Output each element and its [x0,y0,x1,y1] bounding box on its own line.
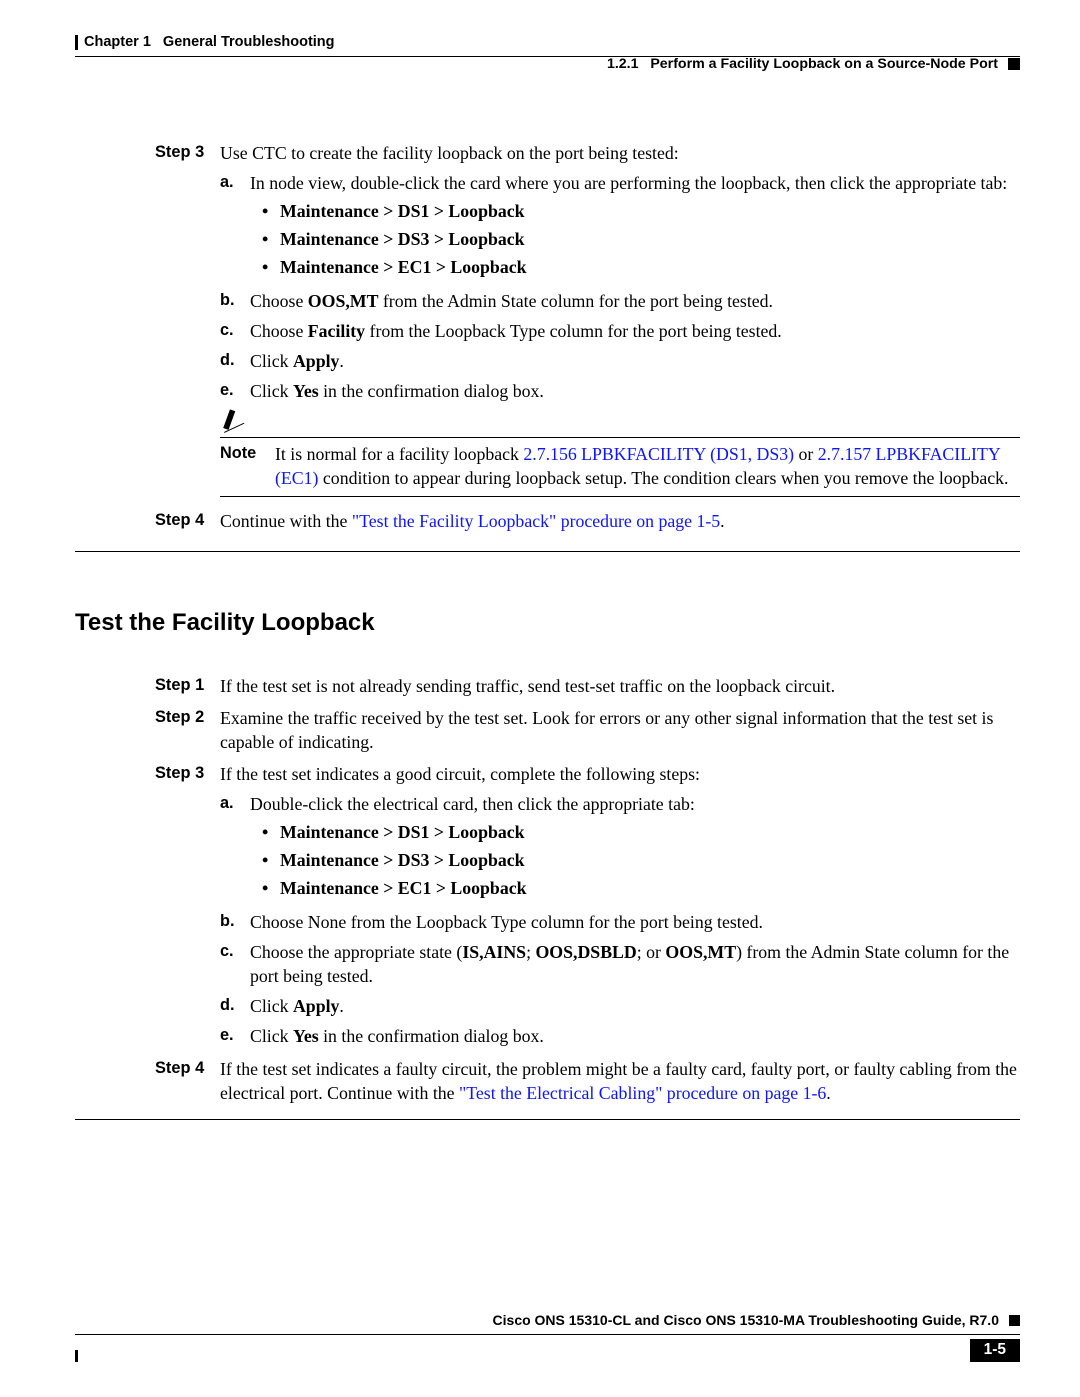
section-title: Perform a Facility Loopback on a Source-… [650,56,998,72]
bullet-item: Maintenance > DS1 > Loopback [280,820,1020,844]
step-row: Step 4 If the test set indicates a fault… [155,1057,1020,1105]
sub-text: Choose the appropriate state (IS,AINS; O… [250,940,1020,988]
sub-text: Double-click the electrical card, then c… [250,794,695,814]
section-line: 1.2.1 Perform a Facility Loopback on a S… [75,57,1020,71]
sub-text: Choose None from the Loopback Type colum… [250,910,1020,934]
sub-label: b. [220,910,250,934]
step3-intro: Use CTC to create the facility loopback … [220,143,679,163]
footer-guide-title: Cisco ONS 15310-CL and Cisco ONS 15310-M… [493,1311,999,1330]
sub-label: d. [220,349,250,373]
step-body: If the test set is not already sending t… [220,674,1020,698]
bullet-item: Maintenance > EC1 > Loopback [280,876,1020,900]
note-label: Note [220,442,275,490]
bullet-list: Maintenance > DS1 > Loopback Maintenance… [250,820,1020,900]
step-label: Step 1 [155,674,220,698]
section-num: 1.2.1 [607,56,639,72]
bullet-item: Maintenance > DS3 > Loopback [280,848,1020,872]
bullet-item: Maintenance > DS3 > Loopback [280,227,1020,251]
chapter-title: General Troubleshooting [163,34,335,50]
note-body: It is normal for a facility loopback 2.7… [275,442,1020,490]
step-row: Step 4 Continue with the "Test the Facil… [155,509,1020,533]
sub-text: Choose Facility from the Loopback Type c… [250,319,1020,343]
link[interactable]: 2.7.156 LPBKFACILITY (DS1, DS3) [523,444,794,464]
sub-label: e. [220,379,250,403]
sub-label: e. [220,1024,250,1048]
bullet-item: Maintenance > DS1 > Loopback [280,199,1020,223]
sub-text: Click Yes in the confirmation dialog box… [250,1024,1020,1048]
step-body: If the test set indicates a faulty circu… [220,1057,1020,1105]
page-header: Chapter 1 General Troubleshooting 1.2.1 … [75,35,1020,71]
sub-label: c. [220,940,250,988]
sub-text: Click Apply. [250,349,1020,373]
step-body: Continue with the "Test the Facility Loo… [220,509,1020,533]
bullet-list: Maintenance > DS1 > Loopback Maintenance… [250,199,1020,279]
header-square-icon [1008,58,1020,70]
step-label: Step 3 [155,762,220,1048]
step-body: Use CTC to create the facility loopback … [220,141,1020,501]
step-row: Step 1 If the test set is not already se… [155,674,1020,698]
sub-text: Click Yes in the confirmation dialog box… [250,379,1020,403]
sub-text: Click Apply. [250,994,1020,1018]
step-label: Step 2 [155,706,220,754]
sub-text: Choose OOS,MT from the Admin State colum… [250,289,1020,313]
step-label: Step 3 [155,141,220,501]
sub-label: b. [220,289,250,313]
link[interactable]: "Test the Electrical Cabling" procedure … [459,1083,826,1103]
chapter-line: Chapter 1 General Troubleshooting [75,35,1020,50]
step-row: Step 2 Examine the traffic received by t… [155,706,1020,754]
sub-label: a. [220,171,250,283]
page-number: 1-5 [970,1339,1020,1362]
sub-label: d. [220,994,250,1018]
step-row: Step 3 If the test set indicates a good … [155,762,1020,1048]
sub-label: a. [220,792,250,904]
step-label: Step 4 [155,1057,220,1105]
step-body: Examine the traffic received by the test… [220,706,1020,754]
link[interactable]: "Test the Facility Loopback" procedure o… [352,511,720,531]
step-body: If the test set indicates a good circuit… [220,762,1020,1048]
note-block: Note It is normal for a facility loopbac… [220,407,1020,497]
page-footer: Cisco ONS 15310-CL and Cisco ONS 15310-M… [75,1311,1020,1362]
bullet-item: Maintenance > EC1 > Loopback [280,255,1020,279]
sub-label: c. [220,319,250,343]
footer-square-icon [1009,1315,1020,1326]
step-label: Step 4 [155,509,220,533]
section-heading: Test the Facility Loopback [75,607,1020,639]
footer-left-tick-icon [75,1350,78,1362]
chapter-label: Chapter 1 [84,34,151,50]
step-row: Step 3 Use CTC to create the facility lo… [155,141,1020,501]
sub-text: In node view, double-click the card wher… [250,173,1007,193]
